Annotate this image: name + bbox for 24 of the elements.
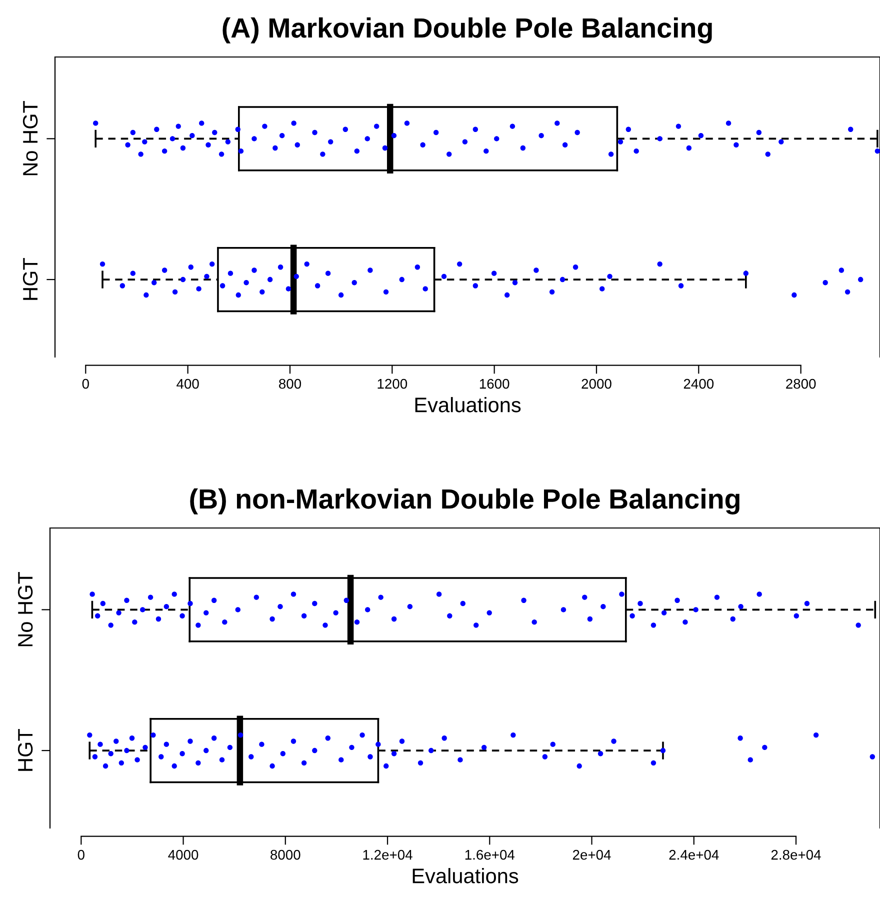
x-tick-label: 0	[78, 850, 84, 860]
y-tick-label: No HGT	[22, 100, 38, 176]
x-tick-label: 800	[279, 378, 302, 389]
chart-title: (A) Markovian Double Pole Balancing	[222, 17, 712, 44]
x-tick-label: 1.2e+04	[363, 850, 412, 860]
x-tick-label: 1600	[480, 378, 510, 389]
x-tick-label: 2000	[582, 378, 612, 389]
x-tick-label: 8000	[270, 850, 300, 860]
chart-title: (B) non-Markovian Double Pole Balancing	[190, 488, 740, 514]
x-tick-label: 2.8e+04	[771, 850, 821, 860]
x-tick-label: 2.4e+04	[669, 850, 719, 860]
x-axis-title: Evaluations	[415, 397, 521, 412]
x-tick-label: 1.6e+04	[465, 850, 515, 860]
x-tick-label: 2400	[684, 378, 714, 389]
x-tick-label: 2e+04	[572, 850, 611, 860]
y-tick-label: No HGT	[18, 572, 33, 646]
y-tick-label: HGT	[18, 729, 33, 771]
x-tick-label: 0	[82, 378, 89, 389]
y-tick-label: HGT	[22, 258, 38, 300]
x-tick-label: 400	[176, 378, 199, 389]
x-axis-title: Evaluations	[412, 868, 518, 884]
x-tick-label: 2800	[786, 378, 816, 389]
x-tick-label: 4000	[168, 850, 198, 860]
x-tick-label: 1200	[378, 378, 408, 389]
